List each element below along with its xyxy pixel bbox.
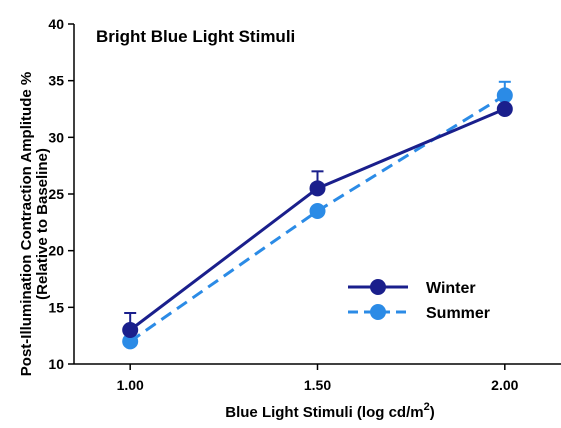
summer-point: [496, 87, 513, 104]
series-layer: [122, 80, 513, 350]
x-axis-label-end: ): [430, 404, 435, 421]
x-axis-label-main: Blue Light Stimuli (log cd/m: [225, 404, 423, 421]
winter-point: [309, 180, 326, 197]
winter-point: [496, 101, 513, 117]
x-axis-ticks: 1.00 1.50 2.00: [117, 364, 519, 393]
y-tick-label: 20: [48, 243, 64, 259]
x-axis-label: Blue Light Stimuli (log cd/m2): [225, 401, 434, 421]
x-tick-label: 1.50: [304, 377, 331, 393]
legend-summer-label: Summer: [426, 305, 490, 322]
winter-point: [122, 322, 139, 338]
chart-title: Bright Blue Light Stimuli: [96, 27, 295, 46]
y-axis-ticks: 10 15 20 25 30 35 40: [48, 16, 74, 372]
legend-winter-label: Winter: [426, 280, 476, 297]
y-tick-label: 10: [48, 356, 64, 372]
y-tick-label: 15: [48, 299, 64, 315]
y-tick-label: 30: [48, 129, 64, 145]
x-tick-label: 2.00: [491, 377, 518, 393]
summer-point: [309, 203, 326, 219]
x-tick-label: 1.00: [117, 377, 144, 393]
legend-winter-marker: [370, 279, 386, 295]
summer-point: [122, 333, 139, 350]
y-axis-label-line1: Post-Illumination Contraction Amplitude …: [18, 72, 35, 376]
y-axis-label-line2: (Relative to Baseline): [34, 148, 51, 300]
y-tick-label: 40: [48, 16, 64, 32]
legend: Winter Summer: [348, 279, 490, 322]
x-axis-label-superscript: 2: [424, 401, 430, 413]
y-tick-label: 25: [48, 186, 64, 202]
y-tick-label: 35: [48, 73, 64, 89]
legend-summer-marker: [370, 304, 386, 320]
